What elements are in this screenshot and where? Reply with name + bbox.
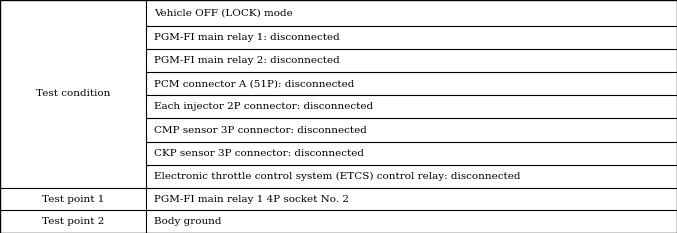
Text: Each injector 2P connector: disconnected: Each injector 2P connector: disconnected: [154, 103, 373, 111]
Text: PCM connector A (51P): disconnected: PCM connector A (51P): disconnected: [154, 79, 354, 88]
Text: CKP sensor 3P connector: disconnected: CKP sensor 3P connector: disconnected: [154, 149, 364, 158]
Text: PGM-FI main relay 1 4P socket No. 2: PGM-FI main relay 1 4P socket No. 2: [154, 195, 349, 204]
Text: Electronic throttle control system (ETCS) control relay: disconnected: Electronic throttle control system (ETCS…: [154, 172, 520, 181]
Text: Test condition: Test condition: [36, 89, 110, 98]
Text: Test point 1: Test point 1: [41, 195, 104, 204]
Text: PGM-FI main relay 2: disconnected: PGM-FI main relay 2: disconnected: [154, 56, 339, 65]
Text: Vehicle OFF (LOCK) mode: Vehicle OFF (LOCK) mode: [154, 9, 292, 17]
Text: PGM-FI main relay 1: disconnected: PGM-FI main relay 1: disconnected: [154, 33, 339, 42]
Text: CMP sensor 3P connector: disconnected: CMP sensor 3P connector: disconnected: [154, 126, 366, 134]
Text: Test point 2: Test point 2: [41, 217, 104, 226]
Text: Body ground: Body ground: [154, 217, 221, 226]
